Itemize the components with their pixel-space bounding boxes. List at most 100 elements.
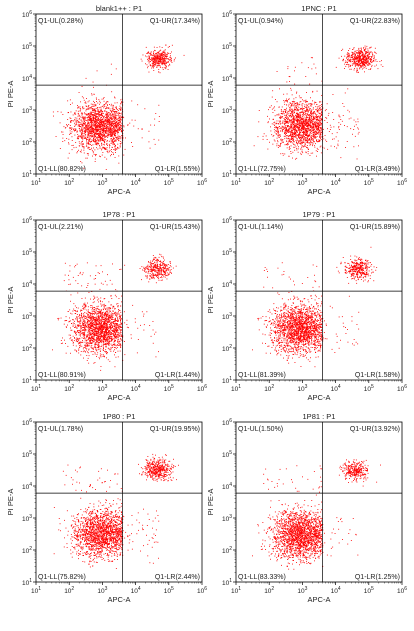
data-point [294, 101, 295, 102]
data-point [116, 112, 117, 113]
data-point [106, 159, 107, 160]
data-point [287, 145, 288, 146]
data-point [147, 67, 148, 68]
data-point [99, 137, 100, 138]
data-point [289, 81, 290, 82]
data-point [85, 102, 86, 103]
data-point [109, 114, 110, 115]
data-point [369, 59, 370, 60]
data-point [352, 59, 353, 60]
data-point [291, 122, 292, 123]
data-point [174, 61, 175, 62]
data-point [287, 101, 288, 102]
data-point [278, 147, 279, 148]
data-point [357, 70, 358, 71]
data-point [96, 98, 97, 99]
data-point [80, 108, 81, 109]
data-point [279, 137, 280, 138]
data-point [290, 103, 291, 104]
data-point [70, 104, 71, 105]
data-point [303, 128, 304, 129]
data-point [355, 54, 356, 55]
data-point [308, 128, 309, 129]
data-point [117, 113, 118, 114]
data-point [308, 115, 309, 116]
data-point [93, 129, 94, 130]
data-point [165, 65, 166, 66]
data-point [103, 107, 104, 108]
data-point [79, 122, 80, 123]
data-point [347, 54, 348, 55]
data-point [357, 63, 358, 64]
data-point [90, 149, 91, 150]
data-point [292, 104, 293, 105]
data-point [311, 142, 312, 143]
data-point [111, 151, 112, 152]
data-point [97, 149, 98, 150]
data-point [289, 116, 290, 117]
data-point [291, 134, 292, 135]
data-point [112, 110, 113, 111]
data-point [369, 63, 370, 64]
data-point [101, 120, 102, 121]
data-point [161, 60, 162, 61]
data-point [355, 62, 356, 63]
data-point [303, 126, 304, 127]
data-point [288, 138, 289, 139]
data-point [311, 114, 312, 115]
data-point [316, 156, 317, 157]
data-point [294, 127, 295, 128]
data-point [184, 55, 185, 56]
x-tick-label: 101 [231, 178, 241, 187]
data-point [316, 109, 317, 110]
data-point [92, 124, 93, 125]
data-point [292, 134, 293, 135]
data-point [98, 111, 99, 112]
data-point [318, 126, 319, 127]
data-point [304, 139, 305, 140]
data-point [84, 132, 85, 133]
data-point [88, 101, 89, 102]
y-tick-label: 106 [22, 10, 32, 19]
data-point [353, 61, 354, 62]
data-point [115, 157, 116, 158]
data-point [301, 154, 302, 155]
data-point [111, 347, 112, 348]
data-point [290, 76, 291, 77]
data-point [314, 118, 315, 119]
data-point [315, 134, 316, 135]
data-point [169, 64, 170, 65]
data-point [360, 50, 361, 51]
data-point [320, 113, 321, 114]
data-point [87, 136, 88, 137]
data-point [376, 53, 377, 54]
data-point [274, 125, 275, 126]
data-point [314, 128, 315, 129]
data-point [151, 54, 152, 55]
data-point [339, 129, 340, 130]
data-point [76, 152, 77, 153]
data-point [92, 116, 93, 117]
data-point [103, 123, 104, 124]
data-point [313, 121, 314, 122]
data-point [300, 139, 301, 140]
data-point [309, 121, 310, 122]
data-point [353, 49, 354, 50]
data-point [83, 122, 84, 123]
data-point [87, 139, 88, 140]
x-tick-label: 106 [197, 178, 207, 187]
x-tick-label: 101 [31, 178, 41, 187]
data-point [89, 149, 90, 150]
data-point [321, 132, 322, 133]
data-point [346, 64, 347, 65]
data-point [289, 135, 290, 136]
data-point [105, 128, 106, 129]
data-point [159, 116, 160, 117]
data-point [84, 112, 85, 113]
data-point [303, 131, 304, 132]
data-point [305, 102, 306, 103]
data-point [93, 109, 94, 110]
data-point [295, 110, 296, 111]
data-point [345, 62, 346, 63]
data-point [313, 109, 314, 110]
